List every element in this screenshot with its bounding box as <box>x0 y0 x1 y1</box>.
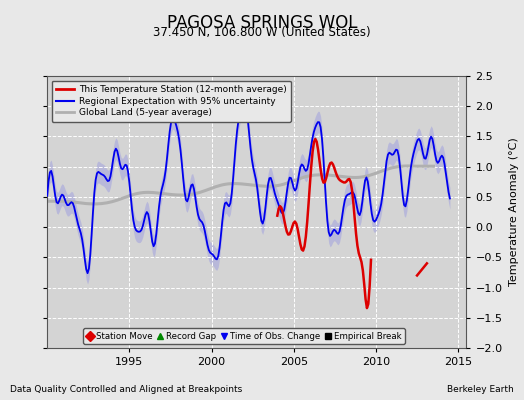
Text: Data Quality Controlled and Aligned at Breakpoints: Data Quality Controlled and Aligned at B… <box>10 385 243 394</box>
Text: Berkeley Earth: Berkeley Earth <box>447 385 514 394</box>
Legend: Station Move, Record Gap, Time of Obs. Change, Empirical Break: Station Move, Record Gap, Time of Obs. C… <box>83 328 405 344</box>
Y-axis label: Temperature Anomaly (°C): Temperature Anomaly (°C) <box>509 138 519 286</box>
Text: PAGOSA SPRINGS WOL: PAGOSA SPRINGS WOL <box>167 14 357 32</box>
Text: 37.450 N, 106.800 W (United States): 37.450 N, 106.800 W (United States) <box>153 26 371 39</box>
